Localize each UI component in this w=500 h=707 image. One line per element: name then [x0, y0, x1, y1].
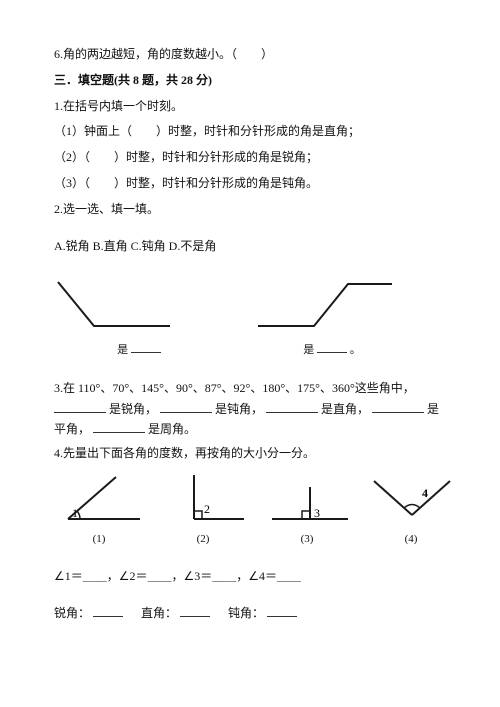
q4-fig-4: 4 (4) [366, 471, 456, 550]
section-3-heading-text: 三．填空题(共 8 题，共 28 分) [54, 73, 212, 87]
svg-text:1: 1 [72, 506, 78, 520]
q4-cap-2: (2) [197, 529, 210, 550]
q1-line3-text: （3）（ ）时整，时针和分针形成的角是钝角。 [54, 176, 318, 190]
q3-lead: 3.在 110°、70°、145°、90°、87°、92°、180°、175°、… [54, 381, 415, 395]
q3: 3.在 110°、70°、145°、90°、87°、92°、180°、175°、… [54, 378, 446, 439]
q4-cap-4: (4) [405, 529, 418, 550]
q3-blank-straight[interactable] [372, 400, 424, 413]
q1-title: 1.在括号内填一个时刻。 [54, 95, 446, 118]
q2-title: 2.选一选、填一填。 [54, 198, 446, 221]
q4-blank-acute[interactable] [93, 604, 123, 617]
q4-figures: 1 (1) 2 (2) 3 (3) [54, 471, 446, 550]
q2-figures: 是 是 。 [54, 278, 446, 361]
q4-cap-1: (1) [93, 529, 106, 550]
q2-fig-2: 是 。 [252, 278, 412, 361]
q4-fig-2: 2 (2) [158, 471, 248, 550]
q4-cl3: 钝角： [228, 606, 264, 620]
q4-answers: ∠1＝＿＿，∠2＝＿＿，∠3＝＿＿，∠4＝＿＿ [54, 565, 446, 588]
q4-fig-3: 3 (3) [262, 471, 352, 550]
angle-1-svg: 1 [54, 471, 144, 527]
q4-blank-obtuse[interactable] [267, 604, 297, 617]
angle-shape-2 [252, 278, 412, 338]
q3-e: 是周角。 [148, 422, 196, 436]
q3-b: 是钝角， [215, 402, 263, 416]
q3-blank-obtuse[interactable] [160, 400, 212, 413]
question-6: 6.角的两边越短，角的度数越小。（ ） [54, 43, 446, 66]
q4-classify: 锐角： 直角： 钝角： [54, 602, 446, 625]
q4-answers-text: ∠1＝＿＿，∠2＝＿＿，∠3＝＿＿，∠4＝＿＿ [54, 569, 301, 583]
q1-title-text: 1.在括号内填一个时刻。 [54, 99, 183, 113]
q4-title: 4.先量出下面各角的度数，再按角的大小分一分。 [54, 442, 446, 465]
q4-blank-right[interactable] [180, 604, 210, 617]
q3-blank-right[interactable] [266, 400, 318, 413]
q2-blank-1[interactable] [131, 340, 161, 353]
svg-text:2: 2 [204, 502, 210, 516]
q2-options: A.锐角 B.直角 C.钝角 D.不是角 [54, 235, 446, 258]
q3-a: 是锐角， [109, 402, 157, 416]
q2-fig-1-caption: 是 [117, 340, 161, 361]
q4-cl2: 直角： [141, 606, 177, 620]
q6-text: 6.角的两边越短，角的度数越小。（ ） [54, 47, 273, 61]
q1-line3: （3）（ ）时整，时针和分针形成的角是钝角。 [54, 172, 446, 195]
q4-title-text: 4.先量出下面各角的度数，再按角的大小分一分。 [54, 446, 315, 460]
q1-line1: （1）钟面上（ ）时整，时针和分针形成的角是直角； [54, 120, 446, 143]
q2-fig-1: 是 [54, 278, 224, 361]
q2-period: 。 [350, 344, 361, 356]
q2-title-text: 2.选一选、填一填。 [54, 202, 159, 216]
angle-3-svg: 3 [262, 471, 352, 527]
q4-cl1: 锐角： [54, 606, 90, 620]
q3-blank-acute[interactable] [54, 400, 106, 413]
svg-text:3: 3 [314, 506, 320, 520]
angle-2-svg: 2 [158, 471, 248, 527]
worksheet-page: 6.角的两边越短，角的度数越小。（ ） 三．填空题(共 8 题，共 28 分) … [0, 0, 500, 658]
section-3-heading: 三．填空题(共 8 题，共 28 分) [54, 69, 446, 92]
q2-fig-2-caption: 是 。 [303, 340, 361, 361]
angle-shape-1 [54, 278, 224, 338]
q2-is-1: 是 [117, 344, 128, 356]
q1-line1-text: （1）钟面上（ ）时整，时针和分针形成的角是直角； [54, 124, 360, 138]
q4-cap-3: (3) [301, 529, 314, 550]
q2-blank-2[interactable] [317, 340, 347, 353]
q3-c: 是直角， [321, 402, 369, 416]
q1-line2: （2）（ ）时整，时针和分针形成的角是锐角； [54, 146, 446, 169]
q4-fig-1: 1 (1) [54, 471, 144, 550]
q1-line2-text: （2）（ ）时整，时针和分针形成的角是锐角； [54, 150, 318, 164]
q2-is-2: 是 [303, 344, 314, 356]
q3-blank-full[interactable] [93, 420, 145, 433]
svg-text:4: 4 [422, 486, 428, 500]
q2-options-text: A.锐角 B.直角 C.钝角 D.不是角 [54, 239, 216, 253]
angle-4-svg: 4 [366, 471, 456, 527]
